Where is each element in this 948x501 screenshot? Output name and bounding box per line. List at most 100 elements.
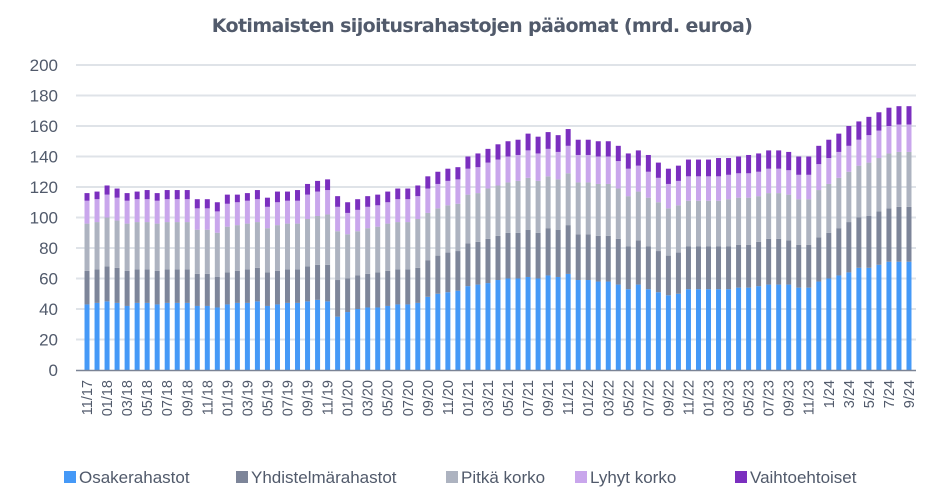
bar-stack — [435, 171, 441, 370]
bar-stack — [545, 132, 551, 370]
bar-segment-vaihtoehtoiset — [445, 168, 451, 181]
bar-segment-vaihtoehtoiset — [505, 141, 511, 157]
bar-segment-vaihtoehtoiset — [706, 159, 712, 177]
bar-segment-osakerahastot — [555, 276, 561, 370]
bar-segment-yhdistelm-rahastot — [124, 270, 130, 306]
bar-segment-pitk-korko — [695, 200, 701, 247]
legend-label: Osakerahastot — [79, 468, 190, 487]
x-tick-label: 07/22 — [641, 380, 657, 416]
bar-segment-lyhyt-korko — [816, 164, 822, 191]
bar-stack — [856, 121, 862, 370]
bar-segment-pitk-korko — [826, 183, 832, 233]
bar-stack — [455, 167, 461, 370]
bar-segment-yhdistelm-rahastot — [325, 264, 331, 302]
bar-stack — [886, 107, 892, 370]
bar-segment-osakerahastot — [425, 296, 431, 370]
bar-segment-pitk-korko — [315, 215, 321, 265]
bar-segment-lyhyt-korko — [214, 211, 220, 233]
bar-segment-vaihtoehtoiset — [906, 106, 912, 125]
bar-segment-yhdistelm-rahastot — [295, 269, 301, 303]
x-tick-label: 03/18 — [120, 380, 136, 416]
bar-segment-yhdistelm-rahastot — [475, 241, 481, 285]
bar-stack — [555, 135, 561, 370]
bar-segment-yhdistelm-rahastot — [365, 273, 371, 308]
bar-segment-yhdistelm-rahastot — [525, 229, 531, 277]
bar-segment-pitk-korko — [274, 225, 280, 271]
bar-segment-vaihtoehtoiset — [284, 191, 290, 201]
bar-segment-yhdistelm-rahastot — [164, 269, 170, 303]
bar-segment-vaihtoehtoiset — [665, 168, 671, 184]
bar-segment-pitk-korko — [605, 183, 611, 236]
bar-segment-yhdistelm-rahastot — [545, 228, 551, 276]
bar-segment-yhdistelm-rahastot — [675, 252, 681, 294]
bar-segment-vaihtoehtoiset — [385, 191, 391, 203]
bar-segment-osakerahastot — [144, 302, 150, 370]
x-tick-label: 11/18 — [200, 380, 216, 415]
bar-stack — [695, 159, 701, 370]
bar-segment-osakerahastot — [655, 292, 661, 370]
bar-segment-yhdistelm-rahastot — [706, 246, 712, 290]
bar-segment-lyhyt-korko — [776, 168, 782, 194]
bar-stack — [665, 168, 671, 370]
bar-stack — [194, 199, 200, 370]
x-tick-label: 03/21 — [481, 380, 497, 416]
bar-segment-lyhyt-korko — [856, 139, 862, 166]
bar-segment-pitk-korko — [435, 208, 441, 256]
bar-segment-pitk-korko — [766, 193, 772, 239]
bar-segment-lyhyt-korko — [104, 194, 110, 218]
bar-segment-pitk-korko — [84, 223, 90, 271]
x-tick-label: 11/23 — [802, 380, 818, 415]
x-tick-label: 9/24 — [902, 380, 918, 408]
bar-stack — [515, 139, 521, 370]
bar-segment-pitk-korko — [305, 219, 311, 267]
bar-stack — [485, 148, 491, 370]
bar-segment-osakerahastot — [114, 302, 120, 370]
bar-segment-yhdistelm-rahastot — [806, 244, 812, 288]
bar-segment-osakerahastot — [365, 307, 371, 370]
bar-segment-pitk-korko — [405, 222, 411, 270]
bar-segment-pitk-korko — [214, 232, 220, 277]
bar-segment-yhdistelm-rahastot — [134, 269, 140, 303]
bar-stack — [726, 158, 732, 370]
legend-item: Vaihtoehtoiset — [735, 468, 857, 487]
bar-segment-lyhyt-korko — [846, 145, 852, 172]
bar-segment-osakerahastot — [695, 289, 701, 370]
bar-segment-osakerahastot — [395, 304, 401, 370]
bar-segment-yhdistelm-rahastot — [796, 244, 802, 288]
bar-segment-vaihtoehtoiset — [555, 135, 561, 152]
bar-segment-vaihtoehtoiset — [254, 190, 260, 200]
legend-item: Yhdistelmärahastot — [236, 468, 397, 487]
bar-segment-osakerahastot — [906, 261, 912, 370]
bar-segment-vaihtoehtoiset — [896, 106, 902, 125]
bar-stack — [415, 185, 421, 370]
bar-segment-vaihtoehtoiset — [595, 141, 601, 157]
bar-stack — [685, 159, 691, 370]
bar-segment-lyhyt-korko — [94, 199, 100, 223]
bar-segment-lyhyt-korko — [826, 158, 832, 184]
bar-segment-vaihtoehtoiset — [435, 171, 441, 184]
bar-segment-yhdistelm-rahastot — [435, 255, 441, 294]
bar-segment-pitk-korko — [445, 205, 451, 253]
bar-segment-pitk-korko — [335, 231, 341, 281]
bar-segment-osakerahastot — [465, 286, 471, 370]
bar-segment-yhdistelm-rahastot — [856, 217, 862, 268]
bar-segment-vaihtoehtoiset — [355, 199, 361, 210]
bar-segment-lyhyt-korko — [134, 199, 140, 223]
legend-label: Lyhyt korko — [590, 468, 676, 487]
bar-segment-vaihtoehtoiset — [154, 193, 160, 201]
bar-segment-yhdistelm-rahastot — [224, 272, 230, 305]
bar-stack — [184, 190, 190, 370]
bar-segment-pitk-korko — [144, 222, 150, 270]
bar-segment-lyhyt-korko — [325, 190, 331, 215]
bar-segment-osakerahastot — [776, 284, 782, 370]
bar-stack — [164, 190, 170, 370]
y-tick-label: 0 — [49, 361, 58, 380]
y-tick-label: 80 — [39, 239, 58, 258]
bar-stack — [214, 202, 220, 370]
bar-segment-yhdistelm-rahastot — [234, 270, 240, 303]
bar-stack — [866, 116, 872, 370]
bar-stack — [395, 188, 401, 370]
x-tick-label: 09/18 — [180, 380, 196, 416]
bar-segment-lyhyt-korko — [505, 156, 511, 183]
bar-stack — [94, 191, 100, 370]
